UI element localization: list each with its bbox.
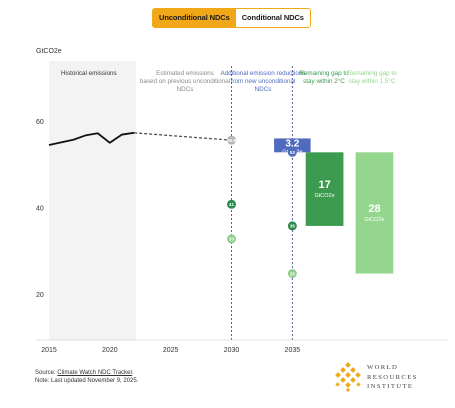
- bar-gap_2c: [305, 152, 344, 226]
- marker-conditional: [287, 269, 297, 279]
- marker-label: 55.8: [227, 138, 236, 143]
- marker-unconditional: [227, 199, 237, 209]
- y-axis-label: GtCO2e: [36, 48, 62, 55]
- bar-unit-label: GtCO2e: [364, 217, 384, 223]
- emissions-chart: Historical emissions Estimated emissions b…: [36, 48, 448, 354]
- bar-reduction: [274, 138, 311, 153]
- wri-logo-text: WORLD RESOURCES INSTITUTE: [367, 364, 418, 390]
- region-label-reductions: Additional emission reductions from new u…: [220, 70, 305, 93]
- region-label-gap-15c: Remaining gap to stay within 1.5°C: [347, 70, 397, 85]
- marker-label: 36: [290, 224, 295, 229]
- marker-label: 41: [229, 202, 234, 207]
- region-label-historical: Historical emissions: [61, 70, 117, 77]
- projected-emissions-line: [134, 132, 232, 141]
- source-link[interactable]: Climate Watch NDC Tracker: [57, 370, 133, 376]
- bar-value-label: 17: [318, 179, 330, 191]
- marker-reduction: [287, 147, 297, 157]
- x-tick-label: 2020: [102, 347, 118, 354]
- y-tick-label: 40: [36, 206, 44, 213]
- historical-shade: [49, 61, 136, 340]
- marker-label: 25: [290, 271, 295, 276]
- tab-unconditional-ndcs[interactable]: Unconditional NDCs: [153, 9, 236, 27]
- ndc-toggle: Unconditional NDCs Conditional NDCs: [152, 8, 311, 28]
- bar-gap_15c: [355, 152, 394, 274]
- wri-logo: WORLD RESOURCES INSTITUTE: [333, 361, 423, 395]
- region-label-estimated: Estimated emissions based on previous unc…: [140, 70, 230, 93]
- wri-logo-icon: [335, 362, 361, 393]
- region-label-gap-2c: Remaining gap to stay within 2°C: [299, 70, 349, 85]
- marker-conditional: [227, 234, 237, 244]
- marker-label: 33: [229, 237, 234, 242]
- marker-projection: [227, 135, 237, 145]
- source-note: Source: Climate Watch NDC Tracker. Note:…: [35, 370, 139, 384]
- tab-conditional-ndcs[interactable]: Conditional NDCs: [235, 9, 310, 27]
- y-tick-label: 60: [36, 119, 44, 126]
- x-tick-label: 2030: [224, 347, 240, 354]
- bar-value-label: 3.2: [285, 138, 299, 149]
- updated-note: Note: Last updated November 9, 2025.: [35, 378, 139, 384]
- x-tick-label: 2025: [163, 347, 179, 354]
- historical-emissions-line: [48, 131, 135, 146]
- x-tick-label: 2035: [285, 347, 301, 354]
- y-tick-label: 20: [36, 292, 44, 299]
- bar-value-label: 28: [368, 203, 380, 215]
- x-tick-label: 2015: [41, 347, 57, 354]
- bar-unit-label: GtCO2e: [314, 193, 334, 199]
- marker-label: 53: [290, 150, 295, 155]
- marker-unconditional: [287, 221, 297, 231]
